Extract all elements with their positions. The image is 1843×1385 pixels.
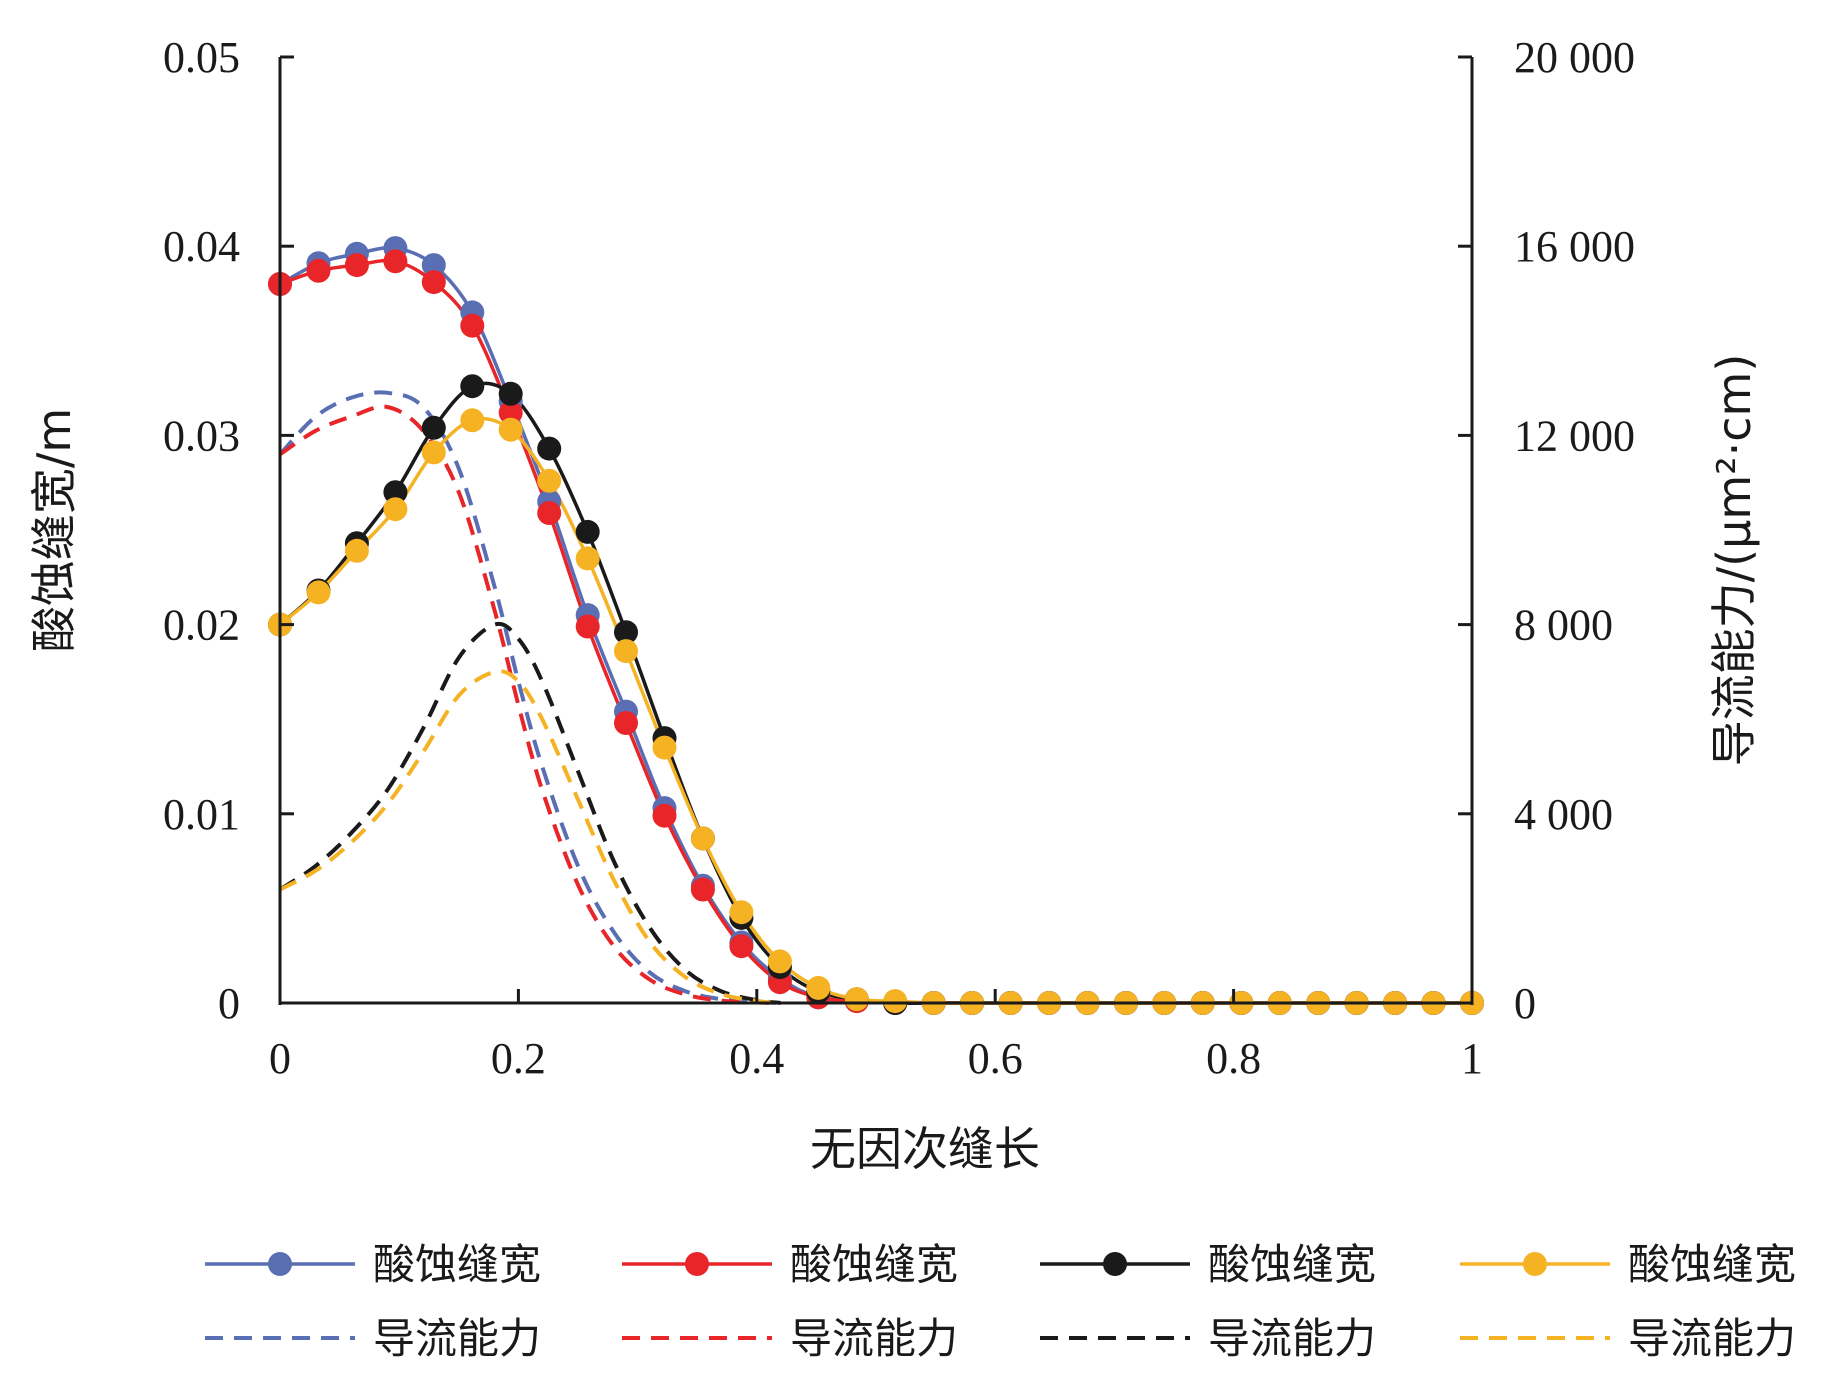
legend-label-conductivity-4: 导流能力 <box>1628 1314 1796 1363</box>
x-tick-label: 0.6 <box>968 1034 1023 1083</box>
x-tick-label: 1 <box>1461 1034 1483 1083</box>
series-line-width-2 <box>279 258 1472 1005</box>
data-point-width-4 <box>729 900 754 925</box>
data-point-width-4 <box>883 989 908 1014</box>
data-point-width-4 <box>306 580 331 605</box>
data-point-width-4 <box>575 546 600 571</box>
legend-label-width-3: 酸蚀缝宽 <box>1208 1240 1376 1289</box>
x-tick-label: 0.4 <box>729 1034 784 1083</box>
x-tick-label: 0.2 <box>491 1034 546 1083</box>
data-point-width-2 <box>652 803 677 828</box>
y-tick-label-left: 0.01 <box>163 790 240 839</box>
y-axis-title-left: 酸蚀缝宽/m <box>27 408 81 652</box>
legend-marker-width-2 <box>685 1252 709 1276</box>
data-point-width-4 <box>767 949 792 974</box>
data-point-width-4 <box>652 735 677 760</box>
data-point-width-2 <box>306 258 331 283</box>
legend-label-conductivity-3: 导流能力 <box>1208 1314 1376 1363</box>
data-point-width-2 <box>498 400 523 425</box>
series-line-conductivity-1 <box>278 390 781 1005</box>
data-point-width-4 <box>460 408 485 433</box>
y-tick-label-left: 0.02 <box>163 601 240 650</box>
data-point-width-2 <box>383 249 408 274</box>
x-tick-label: 0 <box>269 1034 291 1083</box>
legend-marker-width-3 <box>1103 1252 1127 1276</box>
y-tick-label-right: 0 <box>1514 979 1536 1028</box>
y-tick-label-right: 12 000 <box>1514 411 1635 460</box>
data-point-width-4 <box>344 538 369 563</box>
data-point-width-3 <box>421 415 446 440</box>
data-point-width-2 <box>729 934 754 959</box>
data-point-width-4 <box>806 975 831 1000</box>
data-point-width-3 <box>537 436 562 461</box>
legend-label-width-4: 酸蚀缝宽 <box>1628 1240 1796 1289</box>
data-point-width-4 <box>537 468 562 493</box>
legend-marker-width-4 <box>1523 1252 1547 1276</box>
x-axis-title: 无因次缝长 <box>810 1122 1040 1176</box>
data-point-width-2 <box>460 313 485 338</box>
y-tick-label-right: 20 000 <box>1514 33 1635 82</box>
y-tick-label-left: 0.03 <box>163 411 240 460</box>
legend-marker-width-1 <box>268 1252 292 1276</box>
y-tick-label-right: 16 000 <box>1514 222 1635 271</box>
data-point-width-2 <box>344 253 369 278</box>
y-tick-label-left: 0.04 <box>163 222 240 271</box>
data-point-width-2 <box>614 711 638 735</box>
data-point-width-2 <box>537 501 562 525</box>
y-tick-label-right: 4 000 <box>1514 790 1613 839</box>
x-tick-label: 0.8 <box>1206 1034 1261 1083</box>
data-point-width-4 <box>498 417 523 442</box>
y-tick-label-right: 8 000 <box>1514 601 1613 650</box>
data-point-width-4 <box>383 497 408 522</box>
axes <box>278 57 1474 1005</box>
data-point-width-3 <box>460 374 485 399</box>
y-axis-title-right: 导流能力/(μm²·cm) <box>1707 354 1761 767</box>
data-point-width-3 <box>383 480 408 505</box>
data-point-width-4 <box>421 440 446 465</box>
series-line-width-4 <box>278 416 1472 1005</box>
series-line-conductivity-2 <box>278 404 781 1005</box>
plot-area <box>268 236 1484 1015</box>
series-line-width-1 <box>279 245 1472 1005</box>
data-point-width-4 <box>844 987 869 1012</box>
data-point-width-4 <box>690 826 715 851</box>
data-point-width-2 <box>575 614 600 639</box>
y-tick-label-left: 0.05 <box>163 33 240 82</box>
series-line-conductivity-3 <box>278 621 781 1005</box>
y-tick-label-left: 0 <box>218 979 240 1028</box>
legend-label-conductivity-2: 导流能力 <box>790 1314 958 1363</box>
legend-label-width-1: 酸蚀缝宽 <box>373 1240 541 1289</box>
legend-label-width-2: 酸蚀缝宽 <box>790 1240 958 1289</box>
series-line-conductivity-4 <box>279 669 781 1005</box>
data-point-width-4 <box>614 639 638 664</box>
legend-label-conductivity-1: 导流能力 <box>373 1314 541 1363</box>
data-point-width-1 <box>421 253 446 278</box>
data-point-width-3 <box>498 381 523 406</box>
data-point-width-3 <box>575 519 600 544</box>
data-point-width-2 <box>690 877 715 902</box>
data-point-width-3 <box>614 620 638 645</box>
data-point-width-2 <box>421 270 446 295</box>
